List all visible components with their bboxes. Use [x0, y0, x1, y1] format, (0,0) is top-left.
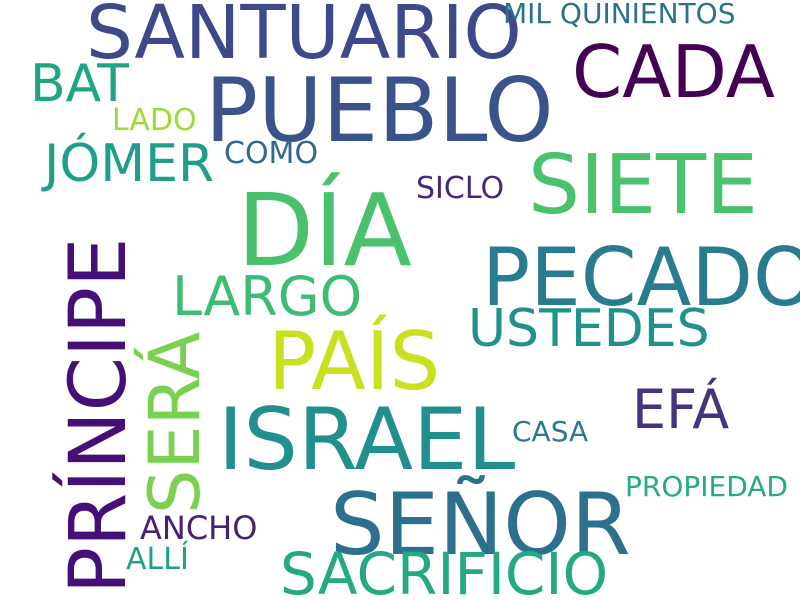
word-mil-quinientos: MIL QUINIENTOS	[503, 0, 736, 30]
word-propiedad: PROPIEDAD	[625, 470, 788, 503]
word-principe: PRÍNCIPE	[54, 237, 144, 594]
word-dia: DÍA	[237, 172, 412, 289]
word-ustedes: USTEDES	[468, 299, 710, 359]
word-siete: SIETE	[528, 138, 758, 233]
word-bat: BAT	[30, 54, 129, 114]
word-pais: PAÍS	[268, 315, 441, 408]
word-santuario: SANTUARIO	[86, 0, 522, 76]
word-largo: LARGO	[172, 265, 363, 328]
word-sacrificio: SACRIFICIO	[280, 540, 609, 600]
word-como: COMO	[224, 136, 319, 171]
word-senor: SEÑOR	[330, 475, 631, 575]
word-jomer: JÓMER	[44, 134, 215, 194]
word-sera: SERÁ	[134, 331, 216, 514]
word-pueblo: PUEBLO	[205, 59, 554, 162]
word-cada: CADA	[572, 30, 775, 114]
word-casa: CASA	[512, 415, 589, 448]
word-lado: LADO	[112, 103, 197, 138]
word-israel: ISRAEL	[218, 390, 516, 490]
word-efa: EFÁ	[632, 378, 730, 441]
word-ancho: ANCHO	[140, 509, 258, 547]
word-pecado: PECADO	[482, 231, 800, 324]
word-alli: ALLÍ	[126, 542, 189, 577]
word-siclo: SICLO	[416, 171, 505, 206]
